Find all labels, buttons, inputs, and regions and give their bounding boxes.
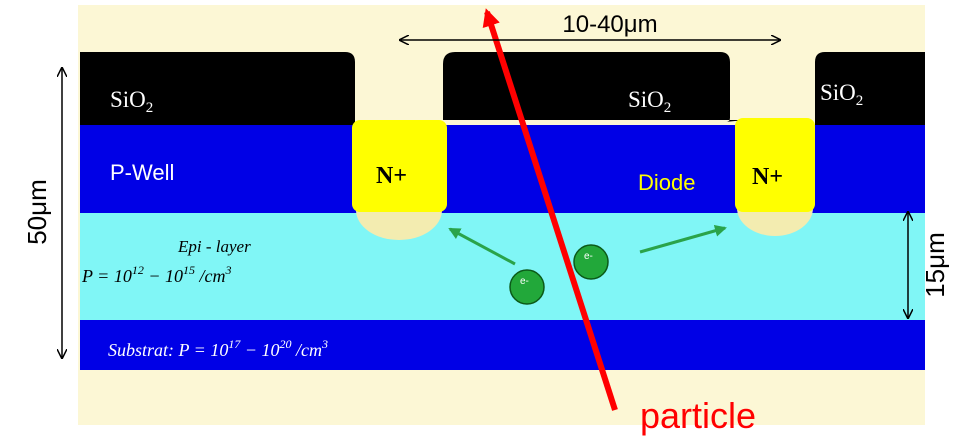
pitch-label: 10-40μm [562,11,657,38]
subscript: 2 [146,100,154,116]
diode-label: Diode [638,170,695,195]
page: {"sio2_labels": [{"text": "SiO", "subscr… [0,0,955,444]
exponent: 3 [224,263,231,277]
text: /cm [195,266,226,286]
p-well-label: P-Well [110,160,174,185]
diagram: SiO2 SiO2 SiO2 P-Well N+ N+ Diode Epi - … [0,0,955,444]
text: − 10 [240,340,279,360]
substrate-equation: Substrat: P = 1017 − 1020 /cm3 [108,337,328,360]
text: − 10 [144,266,183,286]
text: /cm [291,340,322,360]
epi-thickness-label: 15μm [920,232,950,298]
text: P = 10 [81,266,132,286]
subscript: 2 [856,93,864,109]
subscript: 2 [664,100,672,116]
exponent: 12 [132,263,144,277]
label: SiO [110,87,146,112]
text: Substrat [108,340,169,360]
epi-label: Epi - layer [177,237,251,256]
oxide [443,52,745,122]
n-plus-label: N+ [376,163,407,189]
exponent: 20 [279,337,291,351]
electron-label: e- [520,276,529,287]
depth-label: 50μm [22,179,52,245]
exponent: 3 [321,337,328,351]
exponent: 15 [183,263,195,277]
epi-equation: P = 1012 − 1015 /cm3 [81,263,231,286]
electron-label: e- [584,251,593,262]
label: SiO [820,80,856,105]
particle-label: particle [640,395,756,436]
label: SiO [628,87,664,112]
text: : P = 10 [168,340,228,360]
n-plus-label: N+ [752,164,783,190]
